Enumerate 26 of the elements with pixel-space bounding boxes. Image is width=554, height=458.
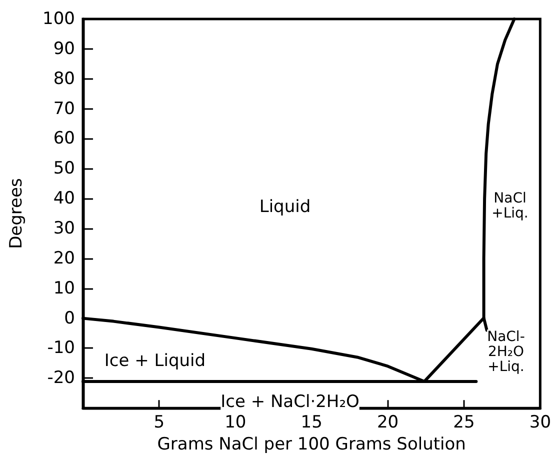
x-tick-label: 20: [376, 412, 399, 433]
x-tick-label: 25: [453, 412, 475, 433]
y-tick-label: 70: [53, 98, 75, 119]
x-tick-label: 30: [529, 412, 552, 433]
y-tick-label: 60: [53, 128, 75, 149]
y-tick-label: -20: [47, 368, 75, 388]
y-tick-label: 30: [53, 218, 75, 239]
y-tick-label: 50: [53, 158, 75, 179]
y-axis-title: Degrees: [6, 178, 26, 249]
y-tick-label: 40: [53, 188, 75, 209]
y-tick-label: 100: [42, 9, 75, 29]
annotation: Ice + NaCl·2H₂O: [220, 392, 360, 412]
y-tick-label: -10: [47, 338, 75, 358]
annotation: NaCl- 2H₂O +Liq.: [487, 329, 525, 375]
annotation: NaCl +Liq.: [492, 190, 528, 222]
x-axis-title: Grams NaCl per 100 Grams Solution: [157, 434, 466, 454]
y-tick-label: 90: [53, 38, 75, 59]
y-tick-label: 0: [64, 308, 75, 328]
annotation: Ice + Liquid: [104, 351, 206, 371]
x-tick-label: 10: [224, 412, 246, 433]
y-tick-label: 20: [53, 248, 75, 268]
x-tick-label: 15: [300, 412, 322, 433]
x-tick-label: 5: [154, 412, 165, 433]
y-tick-label: 80: [53, 68, 75, 89]
annotation: Liquid: [259, 197, 311, 217]
y-tick-label: 10: [53, 278, 75, 298]
